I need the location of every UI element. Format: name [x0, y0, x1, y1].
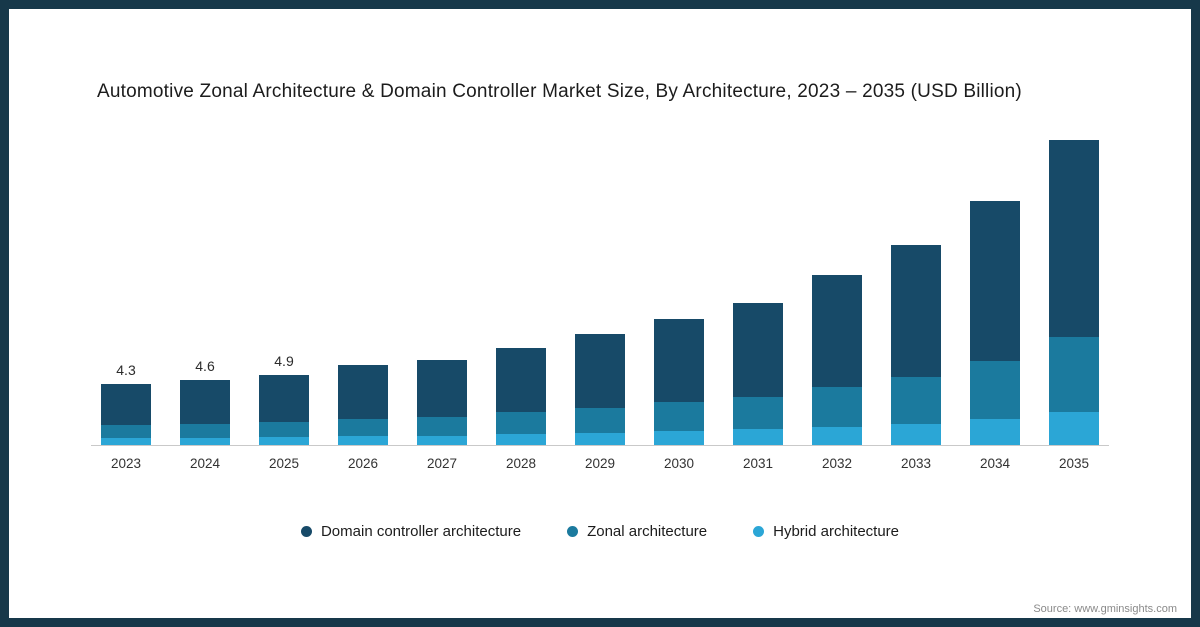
bar-group-2024: 4.6	[180, 358, 230, 445]
bar-group-2030	[654, 297, 704, 445]
bar-segment	[417, 416, 467, 436]
bar-group-2028	[496, 326, 546, 445]
legend-item-zonal: Zonal architecture	[567, 523, 707, 540]
bar-segment	[812, 386, 862, 427]
bar-segment	[180, 423, 230, 438]
bar-segment	[496, 348, 546, 413]
bar-group-2026	[338, 343, 388, 445]
bar-segment	[101, 383, 151, 426]
bar-segment	[970, 200, 1020, 362]
source-attribution: Source: www.gminsights.com	[1033, 603, 1177, 615]
bar-stack-2034	[970, 200, 1020, 445]
bar-group-2025: 4.9	[259, 353, 309, 445]
legend-label-hybrid: Hybrid architecture	[773, 523, 900, 540]
bar-stack-2024	[180, 379, 230, 445]
plot-area: 4.3 4.6 4.9	[91, 113, 1109, 446]
bar-stack-2032	[812, 274, 862, 445]
bar-stack-2029	[575, 334, 625, 445]
bar-group-2033	[891, 223, 941, 445]
bar-segment	[417, 435, 467, 445]
bar-stack-2031	[733, 303, 783, 445]
bar-stack-2028	[496, 348, 546, 445]
bar-segment	[101, 425, 151, 438]
x-axis-label-2030: 2030	[663, 456, 695, 471]
legend-dot-domain-controller-icon	[300, 526, 312, 537]
bar-stack-2023	[101, 383, 151, 445]
bar-group-2023: 4.3	[101, 362, 151, 445]
bar-segment	[891, 423, 941, 445]
bar-segment	[496, 412, 546, 435]
legend-label-zonal: Zonal architecture	[587, 523, 708, 540]
bar-stack-2027	[417, 359, 467, 445]
bar-stack-2030	[654, 318, 704, 445]
x-axis-label-2026: 2026	[347, 456, 379, 471]
bar-segment	[891, 244, 941, 377]
chart-title: Automotive Zonal Architecture & Domain C…	[97, 81, 1022, 102]
bar-stack-2035	[1049, 139, 1099, 445]
bar-segment	[812, 274, 862, 387]
legend-item-hybrid: Hybrid architecture	[753, 523, 899, 540]
x-axis-label-2032: 2032	[821, 456, 853, 471]
bar-segment	[259, 437, 309, 445]
bar-segment	[970, 361, 1020, 420]
bar-segment	[654, 318, 704, 403]
bar-stack-2026	[338, 365, 388, 445]
bar-segment	[417, 359, 467, 417]
legend-dot-zonal-icon	[567, 526, 579, 537]
bar-group-2027	[417, 338, 467, 445]
bar-segment	[654, 402, 704, 431]
bar-segment	[654, 430, 704, 445]
legend-dot-hybrid-icon	[753, 526, 765, 537]
bar-segment	[101, 437, 151, 445]
bar-value-label: 4.9	[274, 353, 294, 370]
x-axis-label-2035: 2035	[1058, 456, 1090, 471]
x-axis-label-2029: 2029	[584, 456, 616, 471]
x-axis-label-2024: 2024	[189, 456, 221, 471]
bar-segment	[180, 379, 230, 424]
bar-segment	[338, 365, 388, 419]
bar-segment	[812, 426, 862, 445]
bar-stack-2033	[891, 244, 941, 445]
bar-segment	[1049, 337, 1099, 413]
x-axis-label-2034: 2034	[979, 456, 1011, 471]
bar-segment	[575, 432, 625, 445]
bar-segment	[891, 376, 941, 424]
bar-value-label: 4.6	[195, 357, 215, 374]
bar-segment	[733, 396, 783, 430]
bar-segment	[180, 437, 230, 445]
bar-segment	[1049, 139, 1099, 338]
bar-segment	[733, 429, 783, 445]
x-axis-label-2025: 2025	[268, 456, 300, 471]
x-axis-labels: 2023 2024 2025 2026 2027 2028 2029 2030 2031 2032…	[91, 456, 1109, 471]
bar-segment	[733, 303, 783, 397]
bar-segment	[338, 418, 388, 437]
legend-item-domain-controller: Domain controller architecture	[300, 523, 522, 540]
bar-group-2035	[1049, 118, 1099, 445]
x-axis-label-2028: 2028	[505, 456, 537, 471]
bar-segment	[259, 375, 309, 423]
x-axis-label-2023: 2023	[110, 456, 142, 471]
bar-group-2034	[970, 179, 1020, 445]
bar-group-2032	[812, 253, 862, 445]
bar-group-2029	[575, 312, 625, 445]
bar-segment	[575, 334, 625, 409]
bar-segment	[1049, 412, 1099, 445]
bar-value-label: 4.3	[116, 361, 136, 378]
x-axis-label-2033: 2033	[900, 456, 932, 471]
x-axis-label-2027: 2027	[426, 456, 458, 471]
bar-stack-2025	[259, 375, 309, 445]
bar-segment	[496, 434, 546, 445]
legend: Domain controller architecture Zonal arc…	[9, 523, 1191, 540]
bar-segment	[338, 436, 388, 445]
x-axis-label-2031: 2031	[742, 456, 774, 471]
bar-group-2031	[733, 281, 783, 445]
bar-segment	[575, 408, 625, 433]
chart-area: 4.3 4.6 4.9 2023 2024 2025 2026 2027 2028 2029 20…	[91, 113, 1109, 471]
bar-segment	[259, 422, 309, 438]
bar-segment	[970, 419, 1020, 445]
legend-label-domain-controller: Domain controller architecture	[320, 523, 522, 540]
